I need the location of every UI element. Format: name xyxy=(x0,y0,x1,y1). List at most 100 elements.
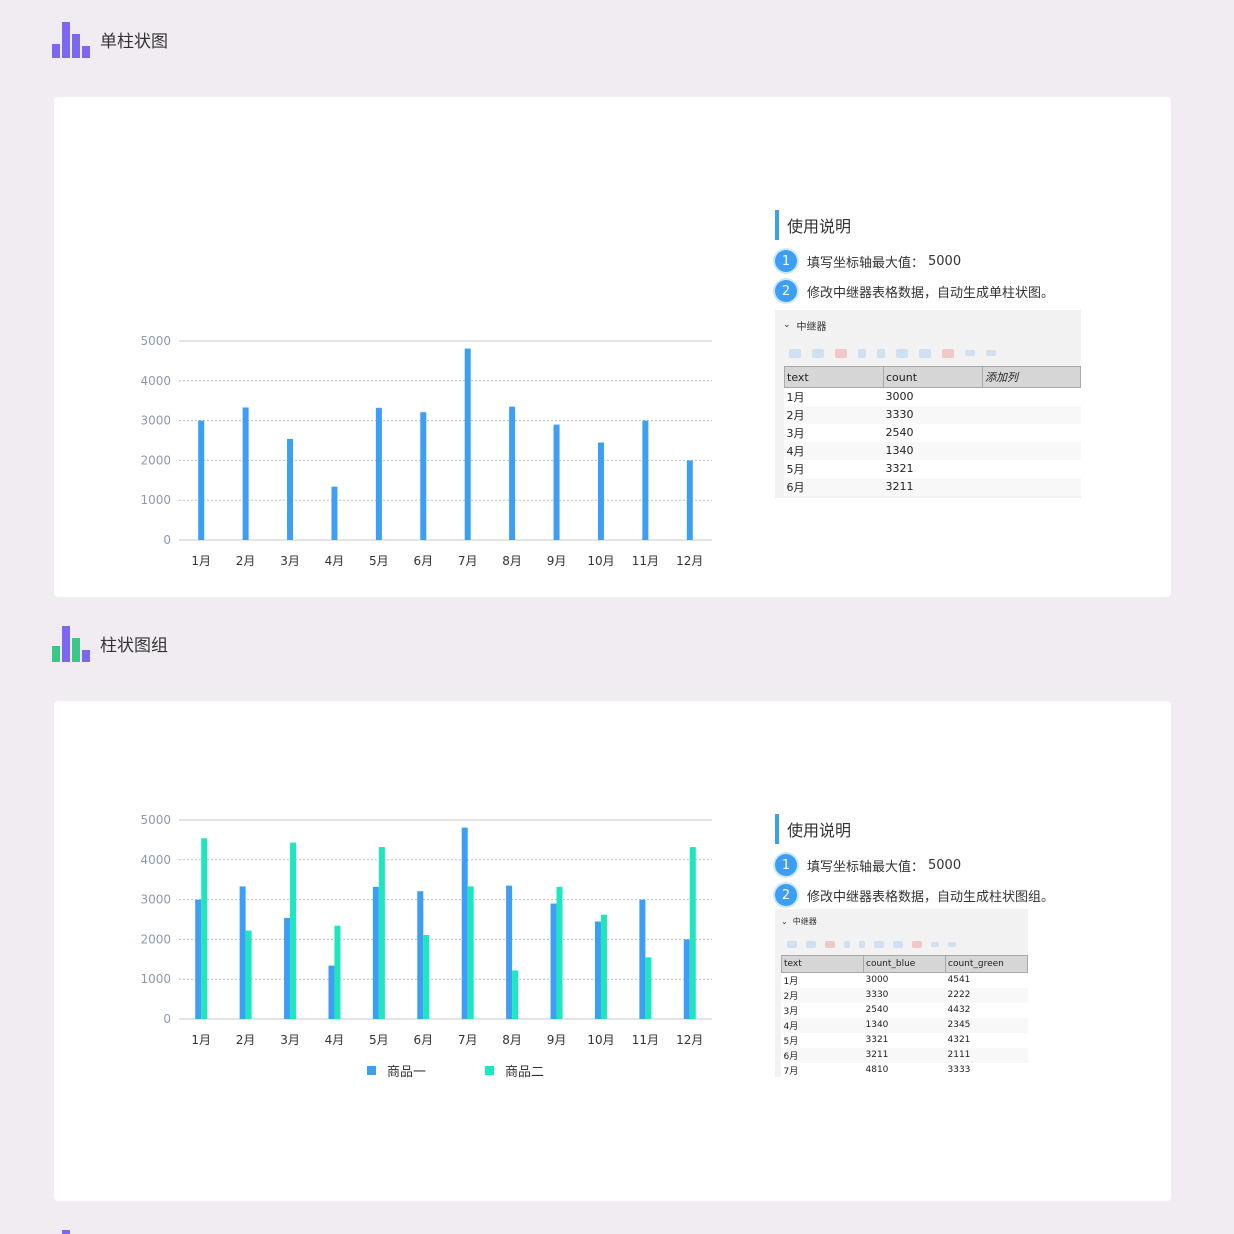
usage-title: 使用说明 xyxy=(775,814,1054,844)
y-tick-label: 5000 xyxy=(140,813,171,827)
x-tick-label: 12月 xyxy=(676,554,703,568)
table-cell: 4321 xyxy=(947,1035,971,1045)
table-cell xyxy=(982,441,1081,460)
table-cell: 3321 xyxy=(885,462,914,475)
repeater-table: text count 添加列 1月 3000 2月 3330 3月 2540 4月 1340 5… xyxy=(784,366,1081,496)
bar xyxy=(639,899,646,1019)
table-row: 6月 3211 xyxy=(784,477,1081,496)
bar xyxy=(198,420,205,540)
table-cell: 3211 xyxy=(863,1047,946,1063)
usage-panel: 使用说明 1 填写坐标轴最大值： 5000 2 修改中继器表格数据，自动生成单柱… xyxy=(775,210,1054,306)
bar xyxy=(556,886,563,1019)
x-tick-label: 7月 xyxy=(458,554,478,568)
table-cell: 2540 xyxy=(885,426,914,439)
legend-swatch xyxy=(485,1066,494,1075)
table-cell xyxy=(982,405,1081,424)
chevron-down-icon: ⌄ xyxy=(781,916,788,926)
chart-card-single: 0 1000 2000 3000 4000 5000 1月 2月 3月 4月 5月 6月 7月 8月 9月 1… xyxy=(54,97,1171,597)
bar xyxy=(378,847,385,1019)
y-tick-label: 1000 xyxy=(140,493,171,507)
table-cell: 4月 xyxy=(784,441,884,460)
table-cell: 1月 xyxy=(783,976,799,987)
x-tick-label: 11月 xyxy=(632,1033,659,1047)
table-cell: 3月 xyxy=(786,426,805,440)
x-tick-label: 4月 xyxy=(325,1033,345,1047)
bar xyxy=(597,442,604,540)
bar xyxy=(372,886,379,1019)
table-row: 5月 3321 4321 xyxy=(782,1033,1028,1048)
repeater-screenshot: ⌄ 中继器 text count 添加列 1月 3000 2月 3330 3月 2540 4… xyxy=(775,310,1081,498)
bar xyxy=(461,827,468,1019)
table-row: 6月 3211 2111 xyxy=(781,1047,1028,1063)
table-cell: 3333 xyxy=(947,1065,971,1075)
x-tick-label: 12月 xyxy=(676,1033,703,1047)
usage-step-1: 1 填写坐标轴最大值： 5000 xyxy=(775,850,1054,880)
column-header: count xyxy=(883,366,983,388)
x-tick-label: 10月 xyxy=(587,1033,614,1047)
table-cell xyxy=(983,388,1081,406)
table-cell: 7月 xyxy=(783,1066,799,1077)
table-cell xyxy=(982,477,1081,496)
repeater-toolbar xyxy=(775,340,1081,366)
bar xyxy=(417,891,424,1019)
x-tick-label: 2月 xyxy=(236,554,256,568)
table-cell: 4432 xyxy=(947,1005,971,1015)
table-cell: 6月 xyxy=(781,1047,864,1063)
legend-label: 商品二 xyxy=(505,1065,544,1080)
bar xyxy=(645,957,652,1019)
bar xyxy=(600,914,607,1019)
table-cell: 1340 xyxy=(863,1017,946,1033)
y-tick-label: 0 xyxy=(163,533,171,547)
column-header: count_blue xyxy=(863,955,946,973)
table-cell xyxy=(983,424,1081,442)
bar xyxy=(195,899,202,1019)
bar xyxy=(594,921,601,1019)
table-cell: 1340 xyxy=(883,441,983,460)
x-tick-label: 4月 xyxy=(325,554,345,568)
section-header-single: 单柱状图 xyxy=(52,22,168,62)
table-cell: 3月 xyxy=(783,1006,799,1017)
x-tick-label: 9月 xyxy=(547,1033,567,1047)
table-cell: 4月 xyxy=(781,1017,864,1033)
table-row: 5月 3321 xyxy=(785,460,1081,478)
usage-panel: 使用说明 1 填写坐标轴最大值： 5000 2 修改中继器表格数据，自动生成柱状… xyxy=(775,814,1054,910)
y-tick-label: 4000 xyxy=(140,853,171,867)
table-cell: 1月 xyxy=(786,390,805,404)
bar xyxy=(509,406,516,540)
repeater-label: 中继器 xyxy=(796,321,827,333)
table-row: 2月 3330 2222 xyxy=(781,987,1028,1003)
bar xyxy=(375,407,382,540)
x-tick-label: 2月 xyxy=(236,1033,256,1047)
x-tick-label: 5月 xyxy=(369,554,389,568)
x-tick-label: 9月 xyxy=(547,554,567,568)
table-cell: 6月 xyxy=(784,477,884,496)
table-cell: 3330 xyxy=(863,987,946,1003)
next-section-logo-icon xyxy=(62,1230,70,1234)
x-tick-label: 3月 xyxy=(280,1033,300,1047)
table-cell: 3211 xyxy=(883,477,983,496)
bar xyxy=(553,424,560,540)
y-tick-label: 3000 xyxy=(140,414,171,428)
repeater-screenshot: ⌄ 中继器 text count_blue count_green 1月 3000… xyxy=(775,909,1028,1077)
bar xyxy=(239,886,246,1019)
bar xyxy=(689,847,696,1019)
column-header: text xyxy=(784,366,884,388)
usage-step-2: 2 修改中继器表格数据，自动生成单柱状图。 xyxy=(775,276,1054,306)
repeater-table: text count_blue count_green 1月 3000 4541 2月… xyxy=(781,955,1028,1077)
table-row: 3月 2540 4432 xyxy=(782,1003,1028,1018)
column-header: text xyxy=(781,955,864,973)
table-row: 2月 3330 xyxy=(784,405,1081,424)
section-title: 柱状图组 xyxy=(100,636,168,656)
add-column-header: 添加列 xyxy=(982,366,1081,388)
x-tick-label: 5月 xyxy=(369,1033,389,1047)
bar xyxy=(467,886,474,1019)
table-row: 4月 1340 xyxy=(784,441,1081,460)
legend-label: 商品一 xyxy=(387,1065,426,1080)
usage-title: 使用说明 xyxy=(775,210,1054,240)
bar xyxy=(287,438,294,540)
bar xyxy=(290,842,297,1019)
table-cell: 3000 xyxy=(885,390,914,404)
x-tick-label: 10月 xyxy=(587,554,614,568)
table-cell: 3321 xyxy=(865,1035,889,1045)
bar xyxy=(686,460,693,540)
